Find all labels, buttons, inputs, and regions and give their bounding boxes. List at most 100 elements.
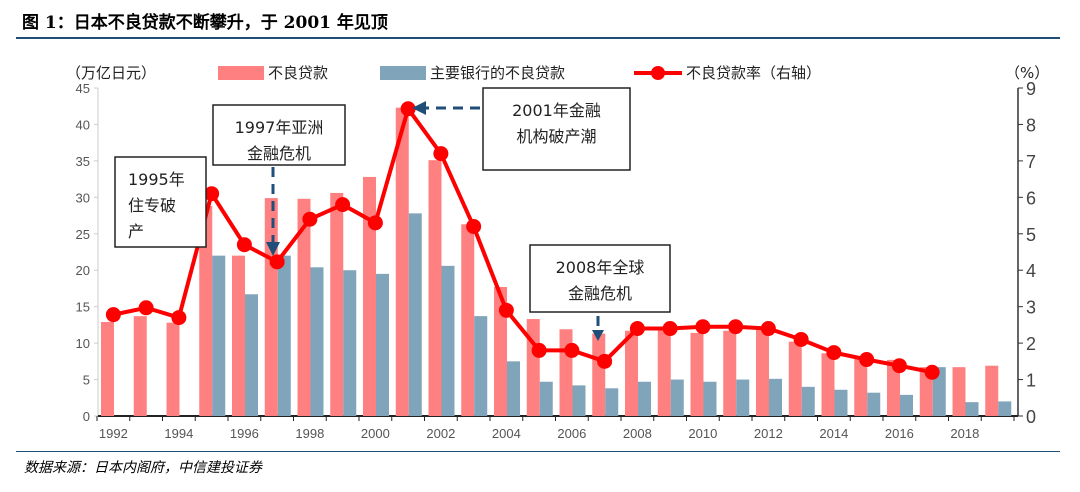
- bar-major-2004: [507, 361, 520, 416]
- annotation-text: 1997年亚洲: [235, 118, 324, 137]
- bar-major-2016: [900, 394, 913, 416]
- x-tick-label: 2004: [492, 426, 521, 441]
- ratio-point-1997: [269, 254, 285, 270]
- bar-npl-2015: [854, 356, 868, 416]
- legend: 不良贷款 主要银行的不良贷款 不良贷款率（右轴）: [218, 64, 821, 82]
- bar-npl-2007: [592, 333, 606, 416]
- annotation-text: 住专破: [128, 196, 176, 215]
- bar-npl-2019: [985, 365, 999, 416]
- right-tick-label: 6: [1026, 188, 1036, 208]
- bar-major-2010: [703, 381, 717, 416]
- bar-npl-2018: [952, 367, 966, 416]
- bar-major-2001: [408, 213, 422, 416]
- bar-major-2002: [441, 265, 455, 416]
- bar-npl-1997: [264, 198, 278, 416]
- right-axis-label: （%）: [1005, 64, 1049, 82]
- left-tick-label: 10: [76, 336, 90, 351]
- x-tick-label: 2018: [950, 426, 979, 441]
- ratio-point-2007: [597, 353, 613, 369]
- ratio-point-2011: [728, 319, 744, 335]
- bar-major-2007: [605, 388, 619, 416]
- right-tick-label: 1: [1026, 371, 1036, 391]
- annotation-text: 金融危机: [568, 284, 632, 303]
- arrowhead-2008: [592, 330, 604, 341]
- bar-npl-2016: [887, 359, 900, 416]
- bar-major-2005: [539, 381, 553, 416]
- chart: （万亿日元） 不良贷款 主要银行的不良贷款 不良贷款率（右轴） （%） 0510…: [66, 64, 1049, 441]
- x-tick-label: 2002: [426, 426, 455, 441]
- annotation-frame: [212, 104, 346, 166]
- legend-label-major: 主要银行的不良贷款: [430, 64, 565, 82]
- bar-npl-2006: [559, 329, 573, 416]
- annotation-frame: [529, 244, 671, 313]
- bar-major-1999: [343, 270, 357, 416]
- ratio-point-2010: [695, 319, 711, 335]
- arrowhead-1997: [266, 242, 280, 256]
- bar-major-2008: [638, 381, 651, 416]
- annotation-text: 1995年: [128, 170, 185, 189]
- bar-major-2017: [932, 367, 946, 416]
- x-tick-label: 2016: [885, 426, 914, 441]
- bar-npl-2002: [428, 160, 442, 416]
- bar-npl-1995: [199, 206, 213, 416]
- ratio-point-2006: [564, 342, 580, 358]
- ratio-point-2003: [466, 218, 482, 234]
- bar-major-2000: [376, 273, 389, 416]
- left-tick-label: 25: [76, 227, 90, 242]
- bar-major-1997: [277, 255, 291, 416]
- ratio-point-1993: [138, 300, 154, 316]
- annotation-text: 2001年金融: [512, 101, 601, 120]
- ratio-point-2009: [662, 321, 678, 337]
- ratio-point-2000: [367, 215, 383, 231]
- bar-major-1998: [310, 267, 324, 416]
- ratio-point-1995: [204, 186, 220, 202]
- x-tick-label: 2006: [557, 426, 586, 441]
- left-tick-label: 40: [76, 117, 90, 132]
- ratio-point-1996: [236, 237, 252, 253]
- ratio-point-2001: [400, 101, 416, 117]
- bar-npl-1993: [133, 316, 147, 416]
- bar-npl-1994: [166, 322, 180, 416]
- bar-npl-2000: [363, 176, 376, 416]
- ratio-point-1992: [105, 307, 121, 323]
- x-tick-label: 1992: [99, 426, 128, 441]
- x-tick-label: 2010: [688, 426, 717, 441]
- bar-major-2006: [572, 385, 586, 416]
- legend-swatch-major: [380, 66, 426, 80]
- ratio-point-1998: [302, 211, 318, 227]
- bar-npl-2017: [919, 367, 933, 416]
- x-tick-label: 2014: [819, 426, 848, 441]
- bar-major-2003: [474, 316, 488, 416]
- legend-marker-ratio: [651, 66, 665, 80]
- annotation-text: 2008年全球: [556, 258, 645, 277]
- bar-npl-2008: [625, 330, 638, 416]
- right-tick-label: 4: [1026, 261, 1036, 281]
- annotation-text: 机构破产潮: [516, 127, 596, 146]
- bar-npl-1999: [330, 192, 344, 416]
- left-axis-label: （万亿日元）: [66, 64, 156, 82]
- bar-npl-2014: [821, 353, 835, 416]
- ratio-point-2004: [498, 302, 514, 318]
- bar-npl-2013: [788, 341, 802, 416]
- annotation-frame: [482, 87, 631, 171]
- left-tick-label: 35: [76, 154, 90, 169]
- right-tick-label: 2: [1026, 334, 1036, 354]
- ratio-point-2017: [924, 364, 940, 380]
- x-tick-label: 1994: [164, 426, 193, 441]
- right-tick-label: 7: [1026, 152, 1036, 172]
- bar-npl-2010: [690, 332, 704, 416]
- x-tick-label: 1998: [295, 426, 324, 441]
- bar-major-1995: [212, 255, 226, 416]
- title-rule: [16, 37, 1060, 39]
- left-tick-label: 30: [76, 190, 90, 205]
- ratio-point-2014: [826, 345, 842, 361]
- bar-major-2019: [998, 401, 1012, 416]
- annotation-text: 金融危机: [247, 144, 311, 163]
- bar-major-1996: [245, 294, 258, 416]
- bar-npl-2004: [494, 286, 507, 416]
- arrowhead-2001: [412, 101, 426, 115]
- ratio-point-2012: [760, 321, 776, 337]
